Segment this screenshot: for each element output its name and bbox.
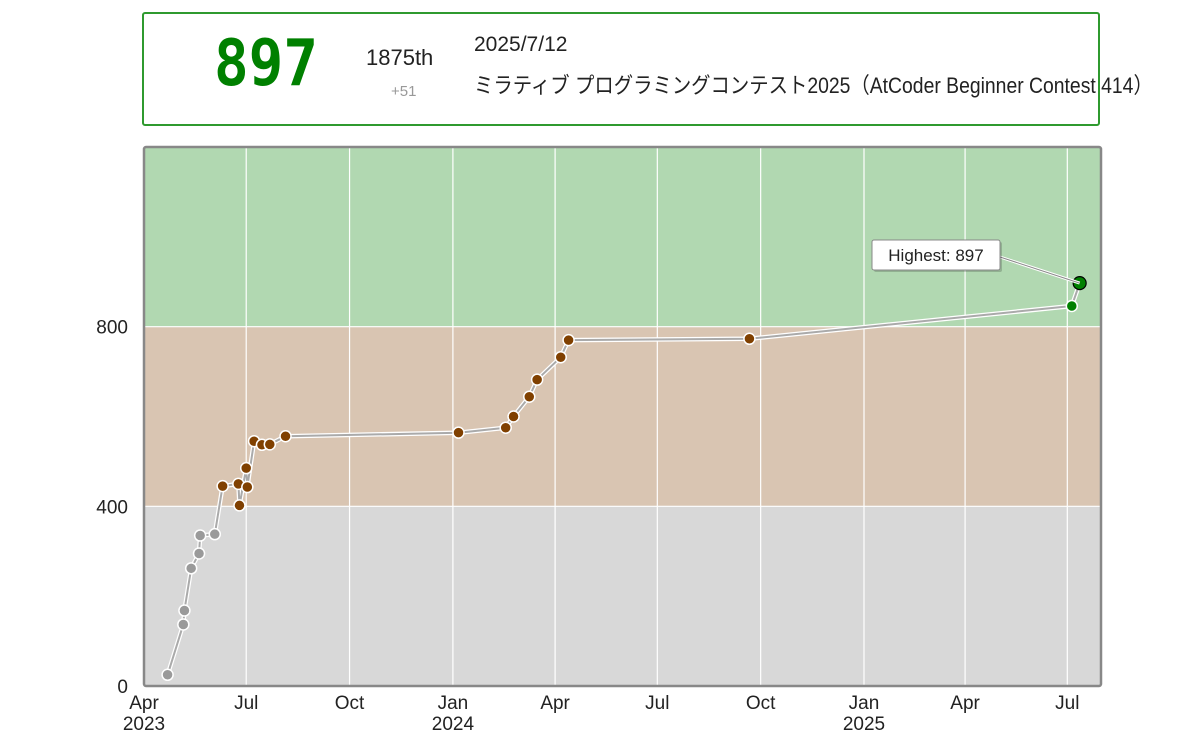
- data-point[interactable]: [208, 527, 222, 541]
- highest-annotation: Highest: 897: [871, 239, 1081, 285]
- annotation-label: Highest: 897: [888, 246, 983, 265]
- y-tick-label: 800: [96, 318, 128, 339]
- data-point[interactable]: [452, 426, 465, 439]
- y-axis-ticks: 0 400 800: [96, 318, 128, 698]
- y-tick-label: 0: [117, 677, 128, 698]
- data-point[interactable]: [192, 547, 206, 560]
- data-point[interactable]: [263, 438, 277, 451]
- contest-date: 2025/7/12: [474, 33, 568, 56]
- rating-band: [144, 326, 1101, 507]
- rating-diff: +51: [391, 83, 417, 100]
- plot-frame: [142, 145, 1103, 688]
- x-tick-label: Apr: [129, 693, 159, 714]
- annotation-leader: [999, 256, 1080, 284]
- x-tick-label: Apr: [540, 693, 570, 714]
- x-tick-label: Jul: [234, 693, 258, 714]
- data-point[interactable]: [279, 430, 292, 443]
- x-tick-label: Jan: [849, 693, 880, 714]
- data-point[interactable]: [193, 529, 207, 542]
- data-point[interactable]: [178, 604, 191, 617]
- rating-bands: [144, 147, 1101, 686]
- y-tick-label: 400: [96, 497, 128, 518]
- x-tick-label: Oct: [335, 693, 365, 714]
- rating-band: [144, 147, 1101, 327]
- x-tick-label: Oct: [746, 693, 776, 714]
- data-point[interactable]: [161, 668, 174, 682]
- x-tick-year-label: 2025: [843, 714, 885, 734]
- data-point[interactable]: [554, 350, 567, 364]
- data-point[interactable]: [1065, 299, 1079, 313]
- rating-band: [144, 506, 1101, 686]
- x-tick-label: Jul: [1055, 693, 1079, 714]
- data-point[interactable]: [499, 421, 512, 434]
- rating-series: [161, 275, 1087, 682]
- data-point[interactable]: [530, 373, 544, 386]
- grid-lines: [144, 147, 1101, 686]
- data-point[interactable]: [241, 480, 254, 494]
- data-point[interactable]: [233, 499, 246, 512]
- data-point[interactable]: [239, 461, 253, 475]
- rating-value: 897: [214, 27, 319, 101]
- data-point[interactable]: [177, 618, 190, 631]
- data-point[interactable]: [507, 410, 520, 423]
- x-tick-year-label: 2024: [432, 714, 475, 734]
- data-point[interactable]: [216, 479, 229, 493]
- data-point[interactable]: [523, 390, 536, 403]
- contest-info-box: 897 1875th +51 2025/7/12 ミラティブ プログラミングコン…: [142, 12, 1153, 126]
- annotation-box: [871, 239, 1001, 271]
- plot-border: [142, 145, 1103, 688]
- data-point[interactable]: [743, 332, 756, 346]
- rank-text: 1875th: [366, 45, 434, 70]
- data-point[interactable]: [562, 333, 575, 347]
- x-tick-label: Apr: [950, 693, 980, 714]
- data-point[interactable]: [184, 562, 198, 575]
- x-tick-label: Jan: [438, 693, 469, 714]
- x-tick-label: Jul: [645, 693, 669, 714]
- x-tick-year-label: 2023: [123, 714, 165, 734]
